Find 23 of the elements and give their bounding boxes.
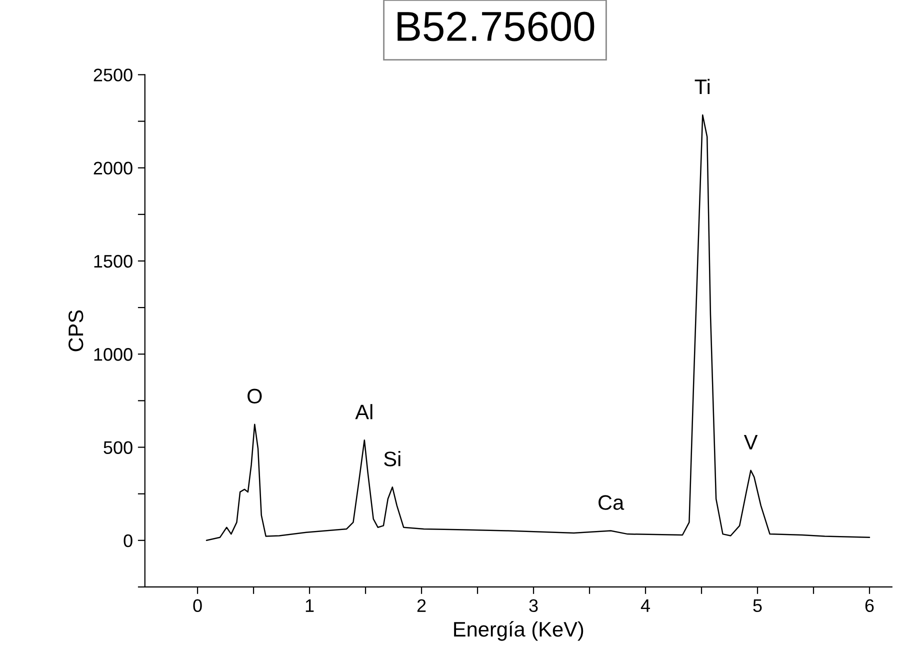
annotation: O — [248, 388, 262, 404]
annotation: Si — [384, 451, 400, 466]
y-tick-label: 2500 — [94, 68, 132, 82]
x-tick-label: 4 — [640, 599, 650, 612]
line-series — [206, 114, 870, 542]
x-axis-title: Energía (KeV) — [454, 621, 584, 641]
x-tick-label: 0 — [193, 599, 202, 612]
y-tick-label: 2000 — [94, 162, 132, 175]
annotation: V — [744, 435, 758, 450]
x-tick-label: 3 — [529, 599, 538, 612]
x-tick-label: 1 — [306, 599, 314, 612]
y-tick-label: 500 — [104, 441, 132, 454]
chart-title: B52.75600 — [398, 12, 594, 42]
y-tick-label: 1000 — [94, 348, 132, 361]
y-axis-title: CPS — [68, 310, 84, 352]
annotation: Ca — [598, 495, 624, 510]
annotation: Ti — [694, 78, 710, 94]
annotation: Al — [355, 404, 372, 420]
y-tick-label: 0 — [124, 534, 132, 548]
y-tick-label: 1500 — [94, 254, 132, 268]
x-tick-label: 6 — [865, 599, 874, 612]
x-tick-label: 5 — [753, 599, 762, 612]
x-tick-label: 2 — [417, 599, 426, 612]
